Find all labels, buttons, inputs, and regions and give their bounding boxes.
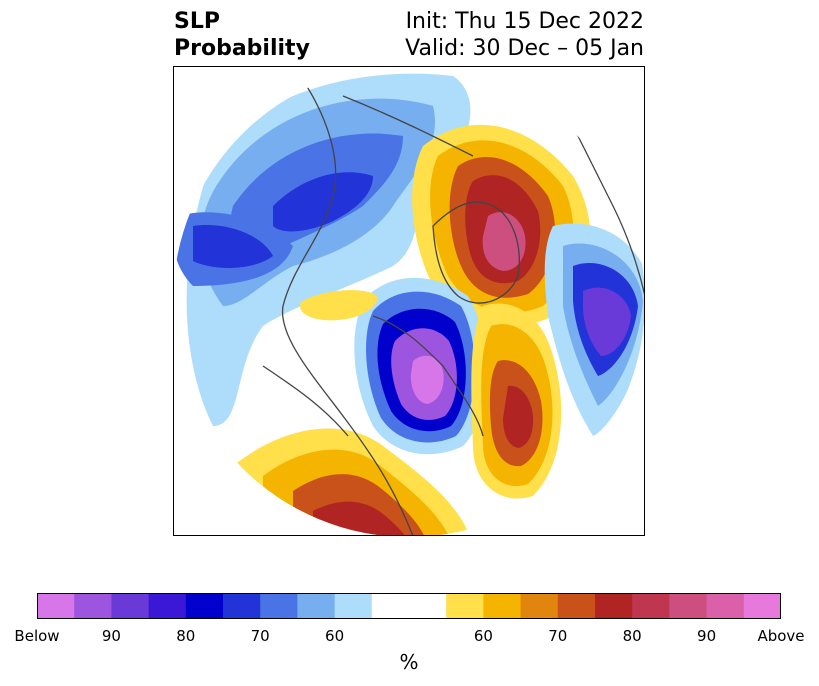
colorbar bbox=[37, 593, 781, 619]
probability-field bbox=[173, 66, 645, 536]
colorbar-border bbox=[37, 593, 781, 619]
colorbar-swatch bbox=[595, 593, 633, 619]
colorbar-tick-label: Below bbox=[14, 627, 60, 645]
map-panel bbox=[173, 66, 645, 536]
colorbar-swatch bbox=[260, 593, 298, 619]
colorbar-tick-label: 90 bbox=[101, 627, 121, 645]
colorbar-tick-label: 70 bbox=[548, 627, 568, 645]
colorbar-swatch bbox=[371, 593, 410, 619]
colorbar-unit: % bbox=[399, 650, 419, 674]
valid-date: Valid: 30 Dec – 05 Jan bbox=[405, 36, 644, 61]
colorbar-swatch bbox=[669, 593, 708, 619]
colorbar-swatch bbox=[520, 593, 559, 619]
colorbar-tick-label: 60 bbox=[473, 627, 493, 645]
title-line-slp: SLP bbox=[174, 9, 220, 34]
colorbar-swatch bbox=[706, 593, 745, 619]
colorbar-swatch bbox=[223, 593, 261, 619]
colorbar-tick-label: 80 bbox=[176, 627, 196, 645]
colorbar-tick-label: 70 bbox=[250, 627, 270, 645]
colorbar-swatch bbox=[111, 593, 150, 619]
date-block: Init: Thu 15 Dec 2022 Valid: 30 Dec – 05… bbox=[405, 8, 644, 62]
colorbar-tick-label: Above bbox=[757, 627, 805, 645]
colorbar-swatch bbox=[148, 593, 187, 619]
colorbar-swatch bbox=[743, 593, 781, 619]
init-date: Init: Thu 15 Dec 2022 bbox=[405, 9, 644, 34]
colorbar-swatch bbox=[297, 593, 336, 619]
colorbar-swatch bbox=[37, 593, 75, 619]
colorbar-swatch bbox=[483, 593, 522, 619]
colorbar-swatch bbox=[446, 593, 484, 619]
colorbar-swatch bbox=[409, 593, 447, 619]
colorbar-swatch bbox=[74, 593, 112, 619]
colorbar-tick-label: 80 bbox=[622, 627, 642, 645]
colorbar-swatch bbox=[632, 593, 670, 619]
colorbar-swatch bbox=[557, 593, 596, 619]
colorbar-tick-label: 90 bbox=[697, 627, 717, 645]
title-line-probability: Probability bbox=[174, 36, 310, 61]
title-block: SLP Probability bbox=[174, 8, 310, 62]
colorbar-swatch bbox=[334, 593, 373, 619]
colorbar-tick-label: 60 bbox=[325, 627, 345, 645]
colorbar-swatch bbox=[185, 593, 224, 619]
coastlines bbox=[262, 66, 645, 536]
